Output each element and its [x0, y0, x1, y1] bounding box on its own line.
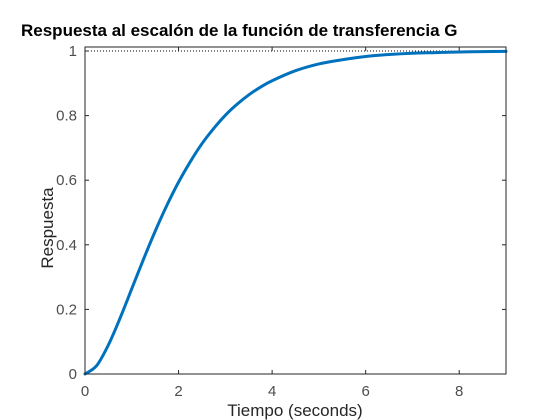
y-tick-label: 0.2	[56, 301, 77, 318]
x-axis-label: Tiempo (seconds)	[227, 401, 362, 420]
x-tick-label: 6	[361, 383, 369, 400]
x-tick-label: 4	[268, 383, 276, 400]
plot-area	[85, 47, 506, 374]
step-response-line	[83, 49, 508, 376]
y-axis-label: Respuesta	[38, 187, 57, 269]
plot-frame	[84, 46, 507, 375]
x-tick-label: 2	[174, 383, 182, 400]
chart-title: Respuesta al escalón de la función de tr…	[21, 21, 457, 40]
y-tick-label: 0.8	[56, 108, 77, 125]
axis-tick-labels: 0 2 4 6 8 0 0.2 0.4 0.6 0.8 1	[56, 43, 463, 400]
x-tick-label: 8	[455, 383, 463, 400]
x-tick-label: 0	[81, 383, 89, 400]
y-tick-label: 0.6	[56, 172, 77, 189]
y-tick-label: 0.4	[56, 237, 77, 254]
y-tick-label: 1	[69, 43, 77, 60]
y-tick-label: 0	[69, 366, 77, 383]
